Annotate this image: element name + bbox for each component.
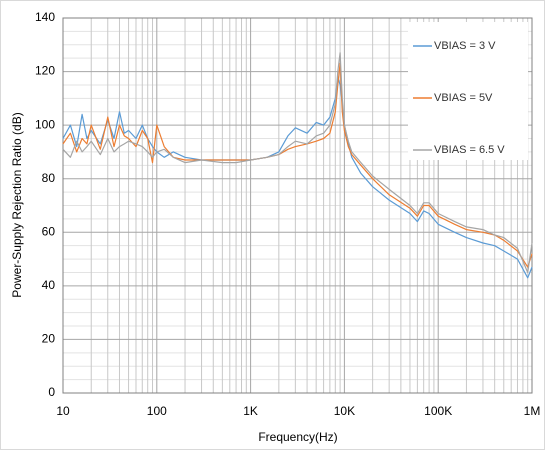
legend-box: [408, 22, 528, 160]
legend-label: VBIAS = 5V: [434, 92, 493, 104]
legend-label: VBIAS = 3 V: [434, 40, 496, 52]
x-tick-label: 100: [147, 404, 167, 418]
x-tick-label: 10K: [334, 404, 355, 418]
x-tick-label: 100K: [424, 404, 452, 418]
series-line: [62, 52, 533, 274]
x-axis-label: Frequency(Hz): [258, 430, 337, 444]
series-line: [62, 62, 533, 268]
x-tick-label: 10: [56, 404, 70, 418]
y-tick-label: 100: [35, 117, 55, 131]
y-tick-label: 60: [42, 224, 56, 238]
y-tick-label: 80: [42, 171, 56, 185]
y-tick-label: 120: [35, 64, 55, 78]
legend-label: VBIAS = 6.5 V: [434, 144, 505, 156]
x-tick-label: 1K: [243, 404, 258, 418]
y-tick-label: 20: [42, 332, 56, 346]
plot-border: [62, 17, 533, 394]
y-tick-label: 140: [35, 10, 55, 24]
y-tick-label: 40: [42, 278, 56, 292]
series-line: [62, 76, 533, 279]
x-tick-label: 1M: [524, 404, 541, 418]
y-tick-label: 0: [48, 385, 55, 399]
y-axis-label: Power-Supply Rejection Ratio (dB): [10, 112, 24, 297]
